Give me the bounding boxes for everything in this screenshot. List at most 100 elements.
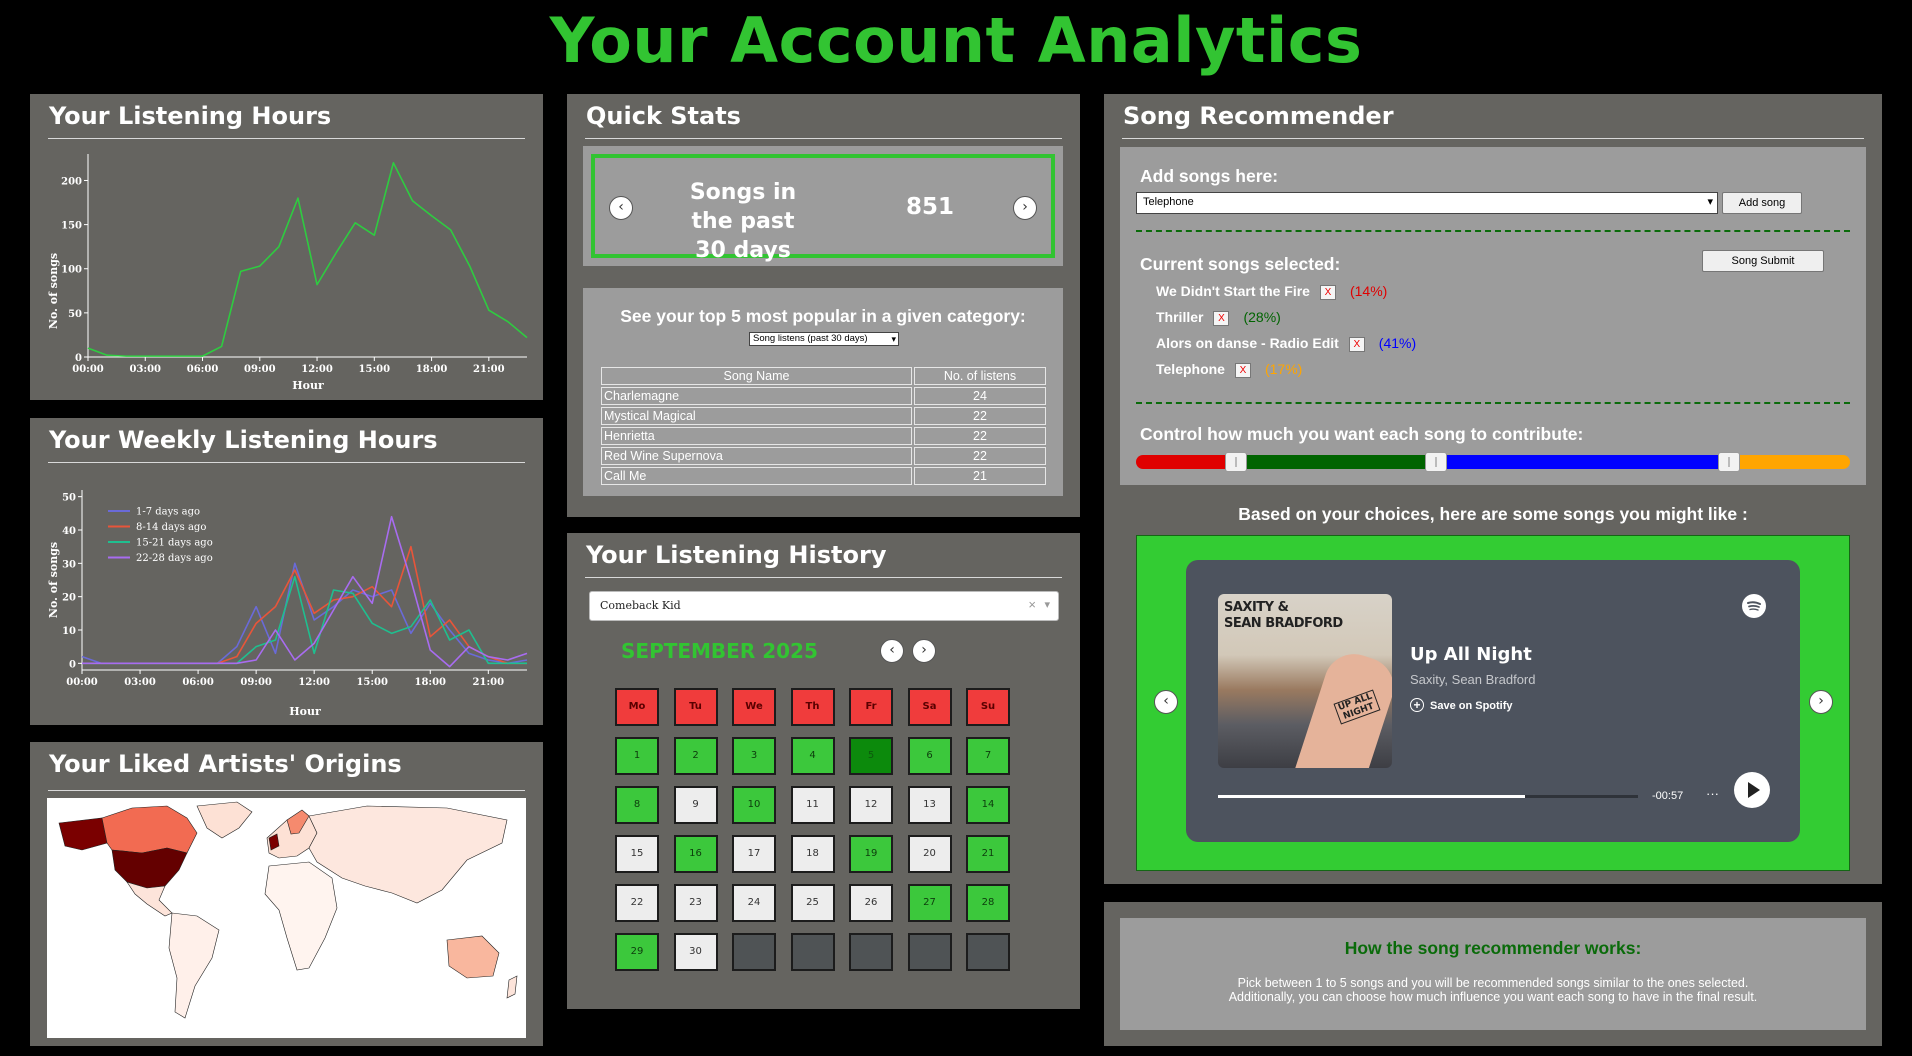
y-tick-label: 200	[61, 176, 82, 187]
weekday-header: Fr	[849, 688, 893, 726]
top5-category-select[interactable]: Song listens (past 30 days) ▾	[749, 332, 899, 346]
x-tick-label: 00:00	[72, 364, 104, 375]
remove-song-button[interactable]: X	[1213, 310, 1230, 326]
map-alaska[interactable]	[58, 817, 108, 851]
map-south-america[interactable]	[168, 912, 220, 1019]
y-tick-label: 20	[62, 593, 76, 604]
remove-song-button[interactable]: X	[1348, 336, 1365, 352]
clear-icon[interactable]: ×	[1028, 597, 1036, 612]
y-axis-label: No. of songs	[47, 542, 60, 618]
calendar-day[interactable]: 25	[790, 884, 835, 922]
stats-prev-button[interactable]: ‹	[609, 196, 633, 220]
y-axis-label: No. of songs	[47, 253, 60, 329]
calendar-day[interactable]: 10	[732, 786, 776, 824]
map-uk[interactable]	[268, 833, 280, 851]
calendar-prev-button[interactable]: ‹	[880, 639, 904, 663]
calendar-day[interactable]: 26	[849, 884, 893, 922]
song-submit-button[interactable]: Song Submit	[1702, 250, 1824, 272]
calendar-day[interactable]: 18	[790, 835, 835, 873]
calendar-day[interactable]: 30	[673, 933, 718, 971]
calendar-empty-cell	[966, 933, 1010, 971]
track-artists: Saxity, Sean Bradford	[1410, 672, 1536, 687]
slider-handle[interactable]	[1424, 452, 1447, 472]
contribution-slider[interactable]	[1136, 452, 1850, 472]
calendar-day[interactable]: 11	[790, 786, 835, 824]
save-on-spotify-link[interactable]: + Save on Spotify	[1410, 698, 1513, 712]
table-row: Henrietta 22	[601, 427, 1046, 445]
listening-history-title: Your Listening History	[586, 541, 887, 569]
history-song-dropdown[interactable]: Comeback Kid × ▾	[589, 591, 1059, 621]
grip-icon	[1727, 457, 1730, 467]
remove-song-button[interactable]: X	[1234, 362, 1251, 378]
series-line[interactable]	[82, 545, 527, 665]
legend-label: 8-14 days ago	[136, 522, 206, 533]
calendar-day[interactable]: 17	[732, 835, 776, 873]
map-scandinavia[interactable]	[286, 809, 310, 835]
add-song-button[interactable]: Add song	[1722, 192, 1802, 214]
map-canada[interactable]	[101, 805, 198, 854]
calendar-day[interactable]: 13	[907, 786, 952, 824]
calendar-day[interactable]: 20	[907, 835, 952, 873]
calendar-day[interactable]: 21	[966, 835, 1010, 873]
calendar-day[interactable]: 19	[849, 835, 893, 873]
more-options-icon[interactable]: ···	[1706, 786, 1719, 801]
calendar-day[interactable]: 15	[615, 835, 659, 873]
map-usa[interactable]	[111, 847, 188, 889]
cover-artist-line-1: SAXITY &	[1224, 600, 1289, 615]
map-australia[interactable]	[446, 935, 500, 979]
calendar-day[interactable]: 23	[673, 884, 718, 922]
weekday-header: Sa	[907, 688, 952, 726]
map-asia[interactable]	[308, 805, 508, 904]
title-divider	[585, 577, 1062, 578]
calendar-day[interactable]: 3	[732, 737, 776, 775]
calendar-day[interactable]: 1	[615, 737, 659, 775]
top5-card: See your top 5 most popular in a given c…	[583, 288, 1063, 496]
stats-next-button[interactable]: ›	[1013, 196, 1037, 220]
album-cover: SAXITY & SEAN BRADFORD UP ALL NIGHT	[1218, 594, 1392, 768]
calendar-day[interactable]: 9	[673, 786, 718, 824]
song-recommender-panel: Song Recommender Add songs here: Telepho…	[1104, 94, 1882, 884]
song-name: Call Me	[601, 467, 912, 485]
suggestion-next-button[interactable]: ›	[1809, 690, 1833, 714]
calendar-day[interactable]: 14	[966, 786, 1010, 824]
x-tick-label: 21:00	[473, 677, 505, 688]
y-tick-label: 40	[62, 526, 76, 537]
map-new-zealand[interactable]	[506, 975, 518, 999]
calendar-next-button[interactable]: ›	[912, 639, 936, 663]
calendar-day[interactable]: 12	[849, 786, 893, 824]
series-line[interactable]	[82, 515, 528, 668]
play-button[interactable]	[1734, 772, 1770, 808]
calendar-day[interactable]: 2	[673, 737, 718, 775]
calendar-day[interactable]: 16	[673, 835, 718, 873]
legend-label: 1-7 days ago	[136, 507, 200, 518]
calendar-day[interactable]: 6	[907, 737, 952, 775]
add-song-select[interactable]: Telephone ▾	[1136, 192, 1718, 214]
map-africa[interactable]	[264, 861, 338, 971]
title-divider	[585, 138, 1062, 139]
calendar-day[interactable]: 8	[615, 786, 659, 824]
playback-progress[interactable]	[1218, 795, 1638, 798]
remove-song-button[interactable]: X	[1319, 284, 1336, 300]
listening-hours-chart[interactable]: 0 50 100 150 200 00:00 03:00 06:00 09:00 12:00 15:…	[30, 94, 543, 400]
calendar-day[interactable]: 22	[615, 884, 659, 922]
slider-handle[interactable]	[1224, 452, 1247, 472]
x-tick-label: 00:00	[66, 677, 98, 688]
calendar-day[interactable]: 24	[732, 884, 776, 922]
slider-handle[interactable]	[1717, 452, 1740, 472]
world-map[interactable]	[47, 798, 526, 1038]
map-greenland[interactable]	[196, 801, 253, 839]
calendar-day[interactable]: 5	[849, 737, 893, 775]
suggestion-prev-button[interactable]: ‹	[1154, 690, 1178, 714]
chevron-down-icon[interactable]: ▾	[1044, 599, 1050, 611]
calendar-day[interactable]: 4	[790, 737, 835, 775]
spotify-player[interactable]: SAXITY & SEAN BRADFORD UP ALL NIGHT Up A…	[1186, 560, 1800, 842]
calendar-day[interactable]: 27	[907, 884, 952, 922]
y-tick-label: 150	[61, 221, 82, 232]
weekly-hours-chart[interactable]: 0 10 20 30 40 50 00:00 03:00 06:00 09:00 12:00 15:0…	[30, 418, 543, 725]
selected-song-name: We Didn't Start the Fire	[1156, 283, 1310, 299]
calendar-day[interactable]: 29	[615, 933, 659, 971]
calendar-day[interactable]: 7	[966, 737, 1010, 775]
calendar-day[interactable]: 28	[966, 884, 1010, 922]
series-line[interactable]	[87, 162, 528, 357]
listening-hours-panel: Your Listening Hours 0 50 100 150 200 00:00 03…	[30, 94, 543, 400]
